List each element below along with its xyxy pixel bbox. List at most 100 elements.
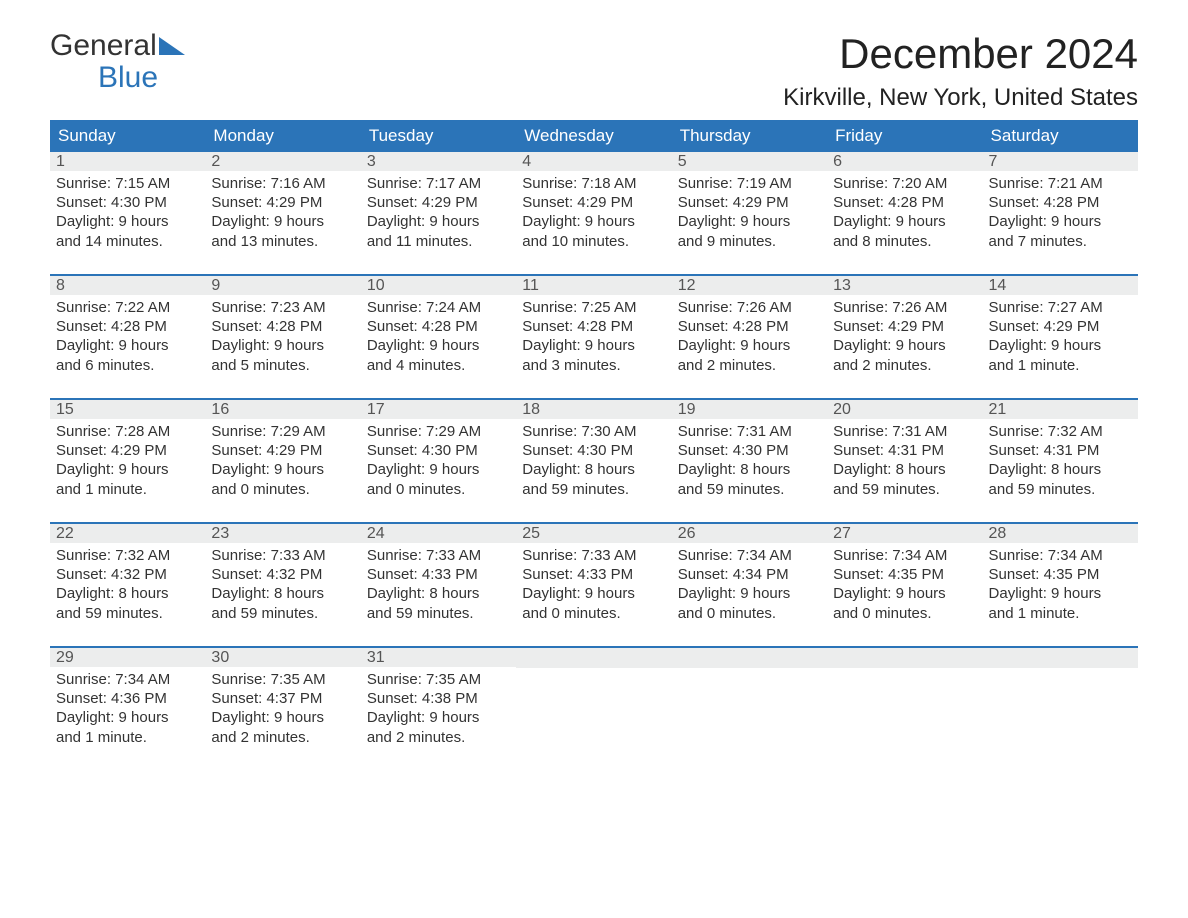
header: General Blue December 2024 Kirkville, Ne… <box>50 30 1138 112</box>
day-sunset: Sunset: 4:35 PM <box>833 565 976 584</box>
day-details: Sunrise: 7:17 AMSunset: 4:29 PMDaylight:… <box>361 171 516 257</box>
day-number: 31 <box>361 648 516 667</box>
day-sunrise: Sunrise: 7:26 AM <box>678 298 821 317</box>
day-number: 25 <box>516 524 671 543</box>
day-sunrise: Sunrise: 7:32 AM <box>989 422 1132 441</box>
day-number: 2 <box>205 152 360 171</box>
day-number: 23 <box>205 524 360 543</box>
day-d1: Daylight: 9 hours <box>678 584 821 603</box>
calendar-day: 28Sunrise: 7:34 AMSunset: 4:35 PMDayligh… <box>983 524 1138 632</box>
month-title: December 2024 <box>783 30 1138 78</box>
calendar-day: 14Sunrise: 7:27 AMSunset: 4:29 PMDayligh… <box>983 276 1138 384</box>
calendar-day: 4Sunrise: 7:18 AMSunset: 4:29 PMDaylight… <box>516 152 671 260</box>
day-d1: Daylight: 9 hours <box>56 460 199 479</box>
day-d2: and 59 minutes. <box>522 480 665 499</box>
calendar-day: 10Sunrise: 7:24 AMSunset: 4:28 PMDayligh… <box>361 276 516 384</box>
day-sunset: Sunset: 4:32 PM <box>211 565 354 584</box>
day-d2: and 0 minutes. <box>833 604 976 623</box>
day-details: Sunrise: 7:34 AMSunset: 4:34 PMDaylight:… <box>672 543 827 629</box>
day-sunset: Sunset: 4:31 PM <box>833 441 976 460</box>
day-details: Sunrise: 7:34 AMSunset: 4:35 PMDaylight:… <box>983 543 1138 629</box>
day-number: 22 <box>50 524 205 543</box>
calendar-day: 26Sunrise: 7:34 AMSunset: 4:34 PMDayligh… <box>672 524 827 632</box>
day-d1: Daylight: 9 hours <box>522 212 665 231</box>
day-number: 5 <box>672 152 827 171</box>
day-sunrise: Sunrise: 7:32 AM <box>56 546 199 565</box>
calendar-day: 6Sunrise: 7:20 AMSunset: 4:28 PMDaylight… <box>827 152 982 260</box>
day-d2: and 7 minutes. <box>989 232 1132 251</box>
day-sunset: Sunset: 4:28 PM <box>56 317 199 336</box>
day-details: Sunrise: 7:25 AMSunset: 4:28 PMDaylight:… <box>516 295 671 381</box>
day-details: Sunrise: 7:31 AMSunset: 4:31 PMDaylight:… <box>827 419 982 505</box>
day-d2: and 3 minutes. <box>522 356 665 375</box>
day-details: Sunrise: 7:18 AMSunset: 4:29 PMDaylight:… <box>516 171 671 257</box>
calendar-week: 1Sunrise: 7:15 AMSunset: 4:30 PMDaylight… <box>50 152 1138 260</box>
day-sunset: Sunset: 4:31 PM <box>989 441 1132 460</box>
day-details: Sunrise: 7:32 AMSunset: 4:31 PMDaylight:… <box>983 419 1138 505</box>
calendar-day: 25Sunrise: 7:33 AMSunset: 4:33 PMDayligh… <box>516 524 671 632</box>
dow-cell: Tuesday <box>361 120 516 152</box>
day-sunrise: Sunrise: 7:18 AM <box>522 174 665 193</box>
day-sunrise: Sunrise: 7:22 AM <box>56 298 199 317</box>
day-d1: Daylight: 9 hours <box>522 336 665 355</box>
calendar-day: 2Sunrise: 7:16 AMSunset: 4:29 PMDaylight… <box>205 152 360 260</box>
day-details: Sunrise: 7:23 AMSunset: 4:28 PMDaylight:… <box>205 295 360 381</box>
day-details: Sunrise: 7:34 AMSunset: 4:36 PMDaylight:… <box>50 667 205 753</box>
day-sunrise: Sunrise: 7:24 AM <box>367 298 510 317</box>
day-details: Sunrise: 7:20 AMSunset: 4:28 PMDaylight:… <box>827 171 982 257</box>
calendar-day: 18Sunrise: 7:30 AMSunset: 4:30 PMDayligh… <box>516 400 671 508</box>
day-sunrise: Sunrise: 7:33 AM <box>211 546 354 565</box>
day-details <box>516 668 671 677</box>
day-sunset: Sunset: 4:32 PM <box>56 565 199 584</box>
day-number: 27 <box>827 524 982 543</box>
day-d1: Daylight: 9 hours <box>833 584 976 603</box>
day-d2: and 13 minutes. <box>211 232 354 251</box>
dow-cell: Saturday <box>983 120 1138 152</box>
day-number <box>827 648 982 668</box>
day-sunset: Sunset: 4:28 PM <box>989 193 1132 212</box>
day-details: Sunrise: 7:33 AMSunset: 4:32 PMDaylight:… <box>205 543 360 629</box>
day-number <box>983 648 1138 668</box>
day-details: Sunrise: 7:22 AMSunset: 4:28 PMDaylight:… <box>50 295 205 381</box>
day-d1: Daylight: 9 hours <box>833 212 976 231</box>
day-sunrise: Sunrise: 7:34 AM <box>989 546 1132 565</box>
day-d2: and 59 minutes. <box>211 604 354 623</box>
day-of-week-header: SundayMondayTuesdayWednesdayThursdayFrid… <box>50 120 1138 152</box>
day-sunset: Sunset: 4:30 PM <box>678 441 821 460</box>
day-d1: Daylight: 8 hours <box>56 584 199 603</box>
day-number: 10 <box>361 276 516 295</box>
day-details: Sunrise: 7:33 AMSunset: 4:33 PMDaylight:… <box>361 543 516 629</box>
calendar-day: 21Sunrise: 7:32 AMSunset: 4:31 PMDayligh… <box>983 400 1138 508</box>
day-d1: Daylight: 9 hours <box>989 584 1132 603</box>
day-number: 18 <box>516 400 671 419</box>
calendar-day: 12Sunrise: 7:26 AMSunset: 4:28 PMDayligh… <box>672 276 827 384</box>
calendar-day <box>672 648 827 756</box>
day-d2: and 1 minute. <box>989 356 1132 375</box>
day-number: 26 <box>672 524 827 543</box>
day-sunrise: Sunrise: 7:19 AM <box>678 174 821 193</box>
calendar-day <box>827 648 982 756</box>
day-d2: and 14 minutes. <box>56 232 199 251</box>
day-number <box>672 648 827 668</box>
day-sunrise: Sunrise: 7:34 AM <box>56 670 199 689</box>
day-sunset: Sunset: 4:29 PM <box>367 193 510 212</box>
day-details: Sunrise: 7:24 AMSunset: 4:28 PMDaylight:… <box>361 295 516 381</box>
day-details: Sunrise: 7:21 AMSunset: 4:28 PMDaylight:… <box>983 171 1138 257</box>
brand-word-2: Blue <box>50 62 185 94</box>
calendar: SundayMondayTuesdayWednesdayThursdayFrid… <box>50 120 1138 756</box>
day-details <box>827 668 982 677</box>
calendar-week: 29Sunrise: 7:34 AMSunset: 4:36 PMDayligh… <box>50 646 1138 756</box>
day-sunrise: Sunrise: 7:33 AM <box>367 546 510 565</box>
day-d2: and 2 minutes. <box>367 728 510 747</box>
day-number: 9 <box>205 276 360 295</box>
calendar-day: 9Sunrise: 7:23 AMSunset: 4:28 PMDaylight… <box>205 276 360 384</box>
day-d1: Daylight: 9 hours <box>56 212 199 231</box>
day-sunrise: Sunrise: 7:33 AM <box>522 546 665 565</box>
calendar-day: 31Sunrise: 7:35 AMSunset: 4:38 PMDayligh… <box>361 648 516 756</box>
day-sunrise: Sunrise: 7:29 AM <box>211 422 354 441</box>
day-number: 19 <box>672 400 827 419</box>
day-d1: Daylight: 8 hours <box>678 460 821 479</box>
day-details: Sunrise: 7:33 AMSunset: 4:33 PMDaylight:… <box>516 543 671 629</box>
day-d1: Daylight: 8 hours <box>522 460 665 479</box>
day-details: Sunrise: 7:19 AMSunset: 4:29 PMDaylight:… <box>672 171 827 257</box>
